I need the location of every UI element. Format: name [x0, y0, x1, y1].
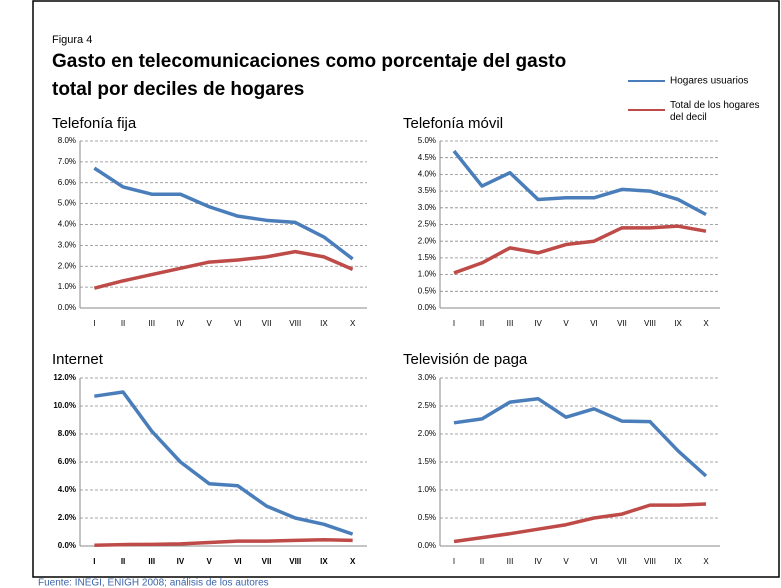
x-tick-label: III	[507, 319, 514, 328]
x-tick-label: III	[148, 319, 155, 328]
panel: Telefonía móvil 0.0% 0.5% 1.0% 1.5% 2.0% 2.5% 3…	[403, 115, 720, 328]
y-tick-label: 3.0%	[418, 373, 436, 382]
y-tick-label: 2.0%	[418, 429, 436, 438]
x-tick-label: IV	[534, 557, 542, 566]
y-tick-label: 0.5%	[418, 513, 436, 522]
y-tick-label: 2.5%	[418, 401, 436, 410]
y-tick-label: 0.0%	[418, 303, 436, 312]
x-tick-label: VIII	[644, 557, 656, 566]
panel: Televisión de paga 0.0% 0.5% 1.0% 1.5% 2.0% 2.…	[403, 351, 720, 566]
y-tick-label: 4.0%	[58, 220, 76, 229]
x-tick-label: II	[121, 557, 125, 566]
x-tick-label: X	[703, 319, 709, 328]
x-tick-label: VI	[234, 557, 242, 566]
panel: Telefonía fija 0.0% 1.0% 2.0% 3.0% 4.0% 5.0% 6.…	[52, 115, 367, 328]
y-tick-label: 2.0%	[418, 236, 436, 245]
x-tick-label: VII	[262, 319, 272, 328]
x-tick-label: VII	[617, 319, 627, 328]
y-tick-label: 6.0%	[58, 178, 76, 187]
legend-label: Total de los hogares del decil	[670, 100, 760, 123]
series-line	[453, 396, 708, 478]
x-tick-label: V	[563, 557, 569, 566]
x-tick-label: VIII	[644, 319, 656, 328]
x-tick-label: IX	[674, 319, 682, 328]
x-tick-label: IX	[674, 557, 682, 566]
y-tick-label: 2.5%	[418, 220, 436, 229]
x-tick-label: II	[480, 319, 484, 328]
x-tick-label: V	[563, 319, 569, 328]
y-tick-label: 3.5%	[418, 186, 436, 195]
y-tick-label: 2.0%	[58, 513, 76, 522]
x-tick-label: VII	[617, 557, 627, 566]
frame	[32, 0, 780, 578]
y-tick-label: 1.0%	[418, 485, 436, 494]
x-tick-label: X	[703, 557, 709, 566]
y-tick-label: 0.0%	[58, 541, 76, 550]
y-tick-label: 1.0%	[58, 282, 76, 291]
x-tick-label: VIII	[289, 319, 301, 328]
y-tick-label: 0.0%	[418, 541, 436, 550]
y-tick-label: 7.0%	[58, 157, 76, 166]
x-tick-label: II	[480, 557, 484, 566]
figure-label: Figura 4	[52, 34, 92, 46]
panel-title: Telefonía móvil	[403, 115, 503, 132]
source: Fuente: INEGI, ENIGH 2008; análisis de l…	[38, 578, 269, 588]
y-tick-label: 6.0%	[58, 457, 76, 466]
x-tick-label: II	[121, 319, 125, 328]
x-tick-label: V	[206, 319, 212, 328]
panel-title: Televisión de paga	[403, 351, 528, 368]
y-tick-label: 5.0%	[418, 136, 436, 145]
x-tick-label: VI	[234, 319, 242, 328]
y-tick-label: 4.0%	[418, 170, 436, 179]
x-tick-label: III	[148, 557, 155, 566]
x-tick-label: III	[507, 557, 514, 566]
series-line	[94, 537, 353, 548]
series-line	[453, 224, 707, 275]
y-tick-label: 1.5%	[418, 253, 436, 262]
x-tick-label: VII	[262, 557, 272, 566]
title: total por deciles de hogares	[52, 79, 304, 100]
y-tick-label: 4.0%	[58, 485, 76, 494]
x-tick-label: V	[206, 557, 212, 566]
y-tick-label: 1.0%	[418, 270, 436, 279]
x-tick-label: IV	[177, 557, 185, 566]
panel-title: Internet	[52, 351, 104, 368]
x-tick-label: IV	[534, 319, 542, 328]
series-line	[93, 249, 354, 290]
y-tick-label: 1.5%	[418, 457, 436, 466]
x-tick-label: I	[93, 319, 95, 328]
legend-label: Hogares usuarios	[670, 76, 748, 87]
x-tick-label: X	[350, 557, 356, 566]
x-tick-label: I	[453, 319, 455, 328]
y-tick-label: 2.0%	[58, 261, 76, 270]
x-tick-label: IX	[320, 557, 328, 566]
x-tick-label: VI	[590, 557, 598, 566]
x-tick-label: X	[350, 319, 356, 328]
x-tick-label: IV	[177, 319, 185, 328]
y-tick-label: 0.5%	[418, 286, 436, 295]
x-tick-label: I	[93, 557, 95, 566]
y-tick-label: 8.0%	[58, 429, 76, 438]
x-tick-label: VI	[590, 319, 598, 328]
y-tick-label: 5.0%	[58, 199, 76, 208]
y-tick-label: 8.0%	[58, 136, 76, 145]
y-tick-label: 12.0%	[53, 373, 76, 382]
x-tick-label: I	[453, 557, 455, 566]
x-tick-label: VIII	[289, 557, 301, 566]
series-line	[93, 166, 354, 261]
y-tick-label: 4.5%	[418, 153, 436, 162]
y-tick-label: 3.0%	[418, 203, 436, 212]
series-line	[94, 390, 354, 536]
panel-title: Telefonía fija	[52, 115, 137, 132]
series-line	[453, 502, 707, 544]
x-tick-label: IX	[320, 319, 328, 328]
y-tick-label: 10.0%	[53, 401, 76, 410]
title: Gasto en telecomunicaciones como porcent…	[52, 51, 566, 72]
y-tick-label: 0.0%	[58, 303, 76, 312]
y-tick-label: 3.0%	[58, 240, 76, 249]
series-line	[452, 149, 707, 217]
